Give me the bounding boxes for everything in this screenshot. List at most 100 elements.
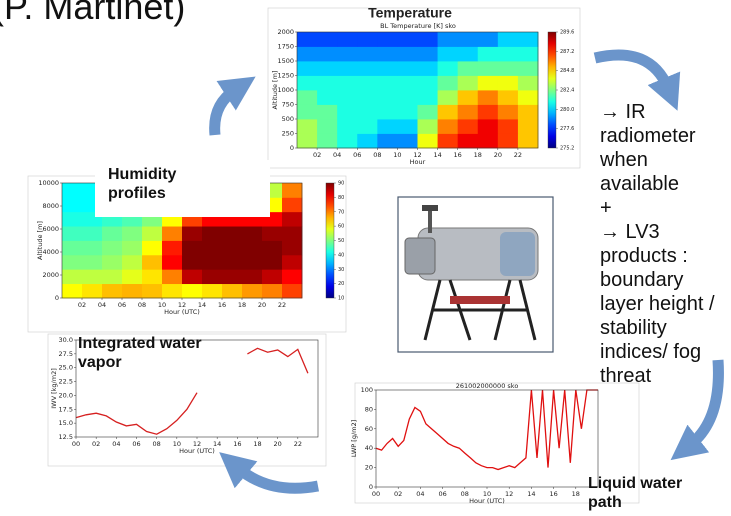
y-tick-label: 0 — [55, 294, 59, 302]
heat-cell — [477, 32, 499, 47]
heat-cell — [282, 197, 303, 213]
heat-cell — [397, 61, 418, 76]
heat-cell — [397, 46, 418, 62]
heat-cell — [377, 46, 398, 62]
data-line — [75, 347, 309, 435]
x-tick-label: 18 — [253, 440, 261, 448]
note: + — [600, 197, 612, 219]
heat-cell — [182, 226, 203, 241]
y-axis-label: Altitude [m] — [36, 221, 44, 260]
data-line — [375, 389, 598, 471]
heat-cell — [417, 61, 438, 76]
heat-cell — [477, 61, 499, 76]
y-tick-label: 500 — [282, 115, 294, 123]
heat-cell — [142, 254, 163, 270]
heat-cell — [162, 283, 183, 299]
cycle-arrows — [209, 49, 724, 494]
x-tick-label: 14 — [213, 440, 221, 448]
heat-cell — [162, 226, 183, 241]
heat-cell — [297, 75, 318, 91]
colorbar-label: 50 — [338, 238, 344, 244]
y-tick-label: 0 — [369, 483, 373, 491]
heat-cell — [357, 104, 378, 120]
x-tick-label: 02 — [78, 301, 86, 309]
heat-cell — [262, 254, 283, 270]
heat-cell — [517, 119, 539, 134]
colorbar-label: 277.6 — [560, 126, 574, 132]
heat-cell — [297, 104, 318, 120]
heat-cell — [477, 75, 499, 91]
x-tick-label: 02 — [92, 440, 100, 448]
heat-cell — [222, 226, 243, 241]
y-tick-label: 6000 — [42, 225, 59, 233]
heat-cell — [62, 269, 83, 285]
y-tick-label: 8000 — [42, 202, 59, 210]
heat-cell — [457, 133, 479, 149]
heat-cell — [102, 254, 123, 270]
heat-cell — [222, 283, 243, 299]
heat-cell — [397, 104, 418, 120]
heat-cell — [397, 75, 418, 91]
heat-cell — [242, 283, 263, 299]
heat-cell — [317, 32, 338, 47]
x-tick-label: 18 — [238, 301, 246, 309]
colorbar-label: 289.6 — [560, 30, 574, 36]
heat-cell — [222, 254, 243, 270]
x-tick-label: 16 — [549, 490, 557, 498]
heat-cell — [297, 46, 318, 62]
y-tick-label: 12.5 — [59, 433, 73, 441]
x-tick-label: 10 — [483, 490, 491, 498]
x-tick-label: 08 — [461, 490, 469, 498]
y-tick-label: 1500 — [277, 57, 294, 65]
heat-cell — [62, 211, 83, 227]
heat-cell — [357, 119, 378, 134]
plot-area — [297, 32, 539, 149]
heat-cell — [282, 283, 303, 299]
heat-cell — [202, 226, 223, 241]
colorbar-label: 287.2 — [560, 49, 574, 55]
heat-cell — [102, 283, 123, 299]
chart-frame — [354, 382, 640, 504]
x-tick-label: 12 — [505, 490, 513, 498]
heat-cell — [262, 269, 283, 285]
title-box — [95, 160, 270, 217]
y-tick-label: 100 — [361, 386, 373, 394]
x-tick-label: 12 — [413, 151, 421, 159]
heat-cell — [142, 283, 163, 299]
heat-cell — [337, 119, 358, 134]
y-tick-label: 20 — [365, 464, 373, 472]
x-tick-label: 22 — [278, 301, 286, 309]
x-tick-label: 14 — [527, 490, 535, 498]
heat-cell — [242, 226, 263, 241]
heat-cell — [297, 32, 318, 47]
heat-cell — [357, 75, 378, 91]
heat-cell — [102, 226, 123, 241]
x-tick-label: 10 — [158, 301, 166, 309]
colorbar-label: 90 — [338, 181, 344, 187]
heat-cell — [437, 90, 459, 105]
heat-cell — [262, 226, 283, 241]
note: → LV3 products : boundary layer height /… — [600, 221, 715, 387]
chart-title: Humidity profiles — [108, 166, 177, 202]
chart-title: Temperature — [368, 5, 452, 21]
y-tick-label: 27.5 — [59, 350, 73, 358]
x-tick-label: 02 — [394, 490, 402, 498]
y-tick-label: 17.5 — [59, 405, 73, 413]
heat-cell — [142, 226, 163, 241]
heat-cell — [282, 240, 303, 256]
heat-cell — [222, 240, 243, 256]
heat-cell — [497, 61, 519, 76]
heat-cell — [417, 119, 438, 134]
heat-cell — [62, 254, 83, 270]
y-tick-label: 15.0 — [59, 419, 73, 427]
heat-cell — [377, 104, 398, 120]
plot-area — [75, 347, 309, 435]
x-tick-label: 12 — [178, 301, 186, 309]
heat-cell — [477, 119, 499, 134]
y-tick-label: 30.0 — [59, 336, 73, 344]
heat-cell — [477, 104, 499, 120]
chart: 00 02 04 06 08 10 12 14 16 18 20 22 12.5 15.0 17.5 20.0… — [47, 333, 327, 467]
heat-cell — [62, 197, 83, 213]
heat-cell — [377, 133, 398, 149]
y-tick-label: 0 — [290, 144, 294, 152]
